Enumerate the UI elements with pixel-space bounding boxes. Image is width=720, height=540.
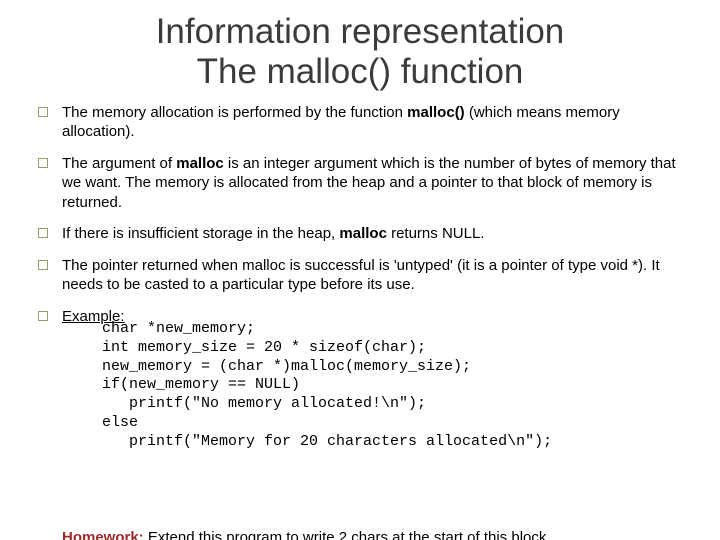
bullet-text: The memory allocation is performed by th… bbox=[62, 104, 620, 141]
bullet-marker-icon bbox=[38, 158, 48, 168]
homework-label: Homework: bbox=[62, 529, 144, 540]
example-label: Example: bbox=[62, 308, 125, 325]
slide-body: The memory allocation is performed by th… bbox=[0, 103, 720, 452]
code-block: char *new_memory; int memory_size = 20 *… bbox=[102, 320, 692, 451]
bullet-item: The argument of malloc is an integer arg… bbox=[62, 154, 692, 213]
bullet-marker-icon bbox=[38, 260, 48, 270]
bullet-marker-icon bbox=[38, 311, 48, 321]
bullet-item: The pointer returned when malloc is succ… bbox=[62, 256, 692, 295]
title-line-1: Information representation bbox=[20, 12, 700, 52]
bullet-item-example: Example: bbox=[62, 307, 692, 327]
bullet-item: The memory allocation is performed by th… bbox=[62, 103, 692, 142]
bullet-text: If there is insufficient storage in the … bbox=[62, 225, 484, 242]
slide-title: Information representation The malloc() … bbox=[0, 12, 720, 93]
homework-rest: Extend this program to write 2 chars at … bbox=[144, 529, 547, 540]
bullet-item: If there is insufficient storage in the … bbox=[62, 224, 692, 244]
bullet-text: The pointer returned when malloc is succ… bbox=[62, 257, 660, 294]
bullet-marker-icon bbox=[38, 228, 48, 238]
footer-partial: Homework: Extend this program to write 2… bbox=[62, 528, 720, 540]
bullet-marker-icon bbox=[38, 107, 48, 117]
title-line-2: The malloc() function bbox=[20, 52, 700, 92]
bullet-text: The argument of malloc is an integer arg… bbox=[62, 155, 676, 211]
